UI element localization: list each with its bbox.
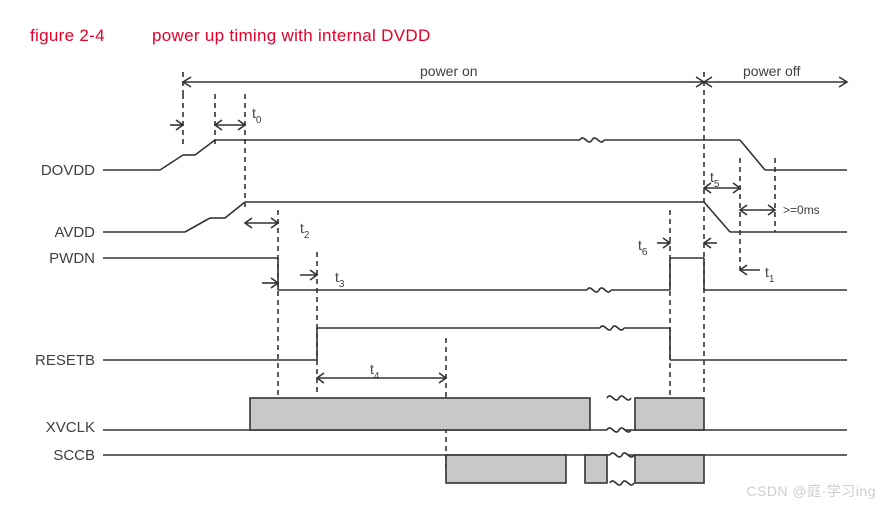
t6-label: t6: [638, 237, 648, 258]
t0-label: t0: [252, 105, 262, 126]
avdd-wave: [103, 202, 847, 232]
t4-label: t4: [370, 361, 380, 382]
t5-label: t5: [710, 169, 720, 190]
xvclk-wave: [103, 393, 847, 435]
power-off-label: power off: [743, 63, 800, 79]
avdd-label: AVDD: [54, 224, 95, 241]
timing-diagram: figure 2-4 power up timing with internal…: [0, 0, 896, 515]
dovdd-label: DOVDD: [41, 162, 95, 179]
pwdn-label: PWDN: [49, 250, 95, 267]
sccb-wave: [103, 448, 847, 490]
ge0ms-label: >=0ms: [783, 203, 820, 217]
xvclk-label: XVCLK: [46, 419, 95, 436]
t3-label: t3: [335, 269, 345, 290]
diagram-svg: power on power off DOVDD AVDD PWDN RESET…: [0, 0, 896, 515]
sccb-label: SCCB: [53, 447, 95, 464]
power-on-label: power on: [420, 63, 478, 79]
pwdn-wave: [103, 258, 847, 292]
resetb-wave: [103, 326, 847, 360]
watermark: CSDN @庭·学习ing: [746, 481, 876, 501]
resetb-label: RESETB: [35, 352, 95, 369]
t1-label: t1: [765, 264, 775, 285]
t2-label: t2: [300, 220, 310, 241]
